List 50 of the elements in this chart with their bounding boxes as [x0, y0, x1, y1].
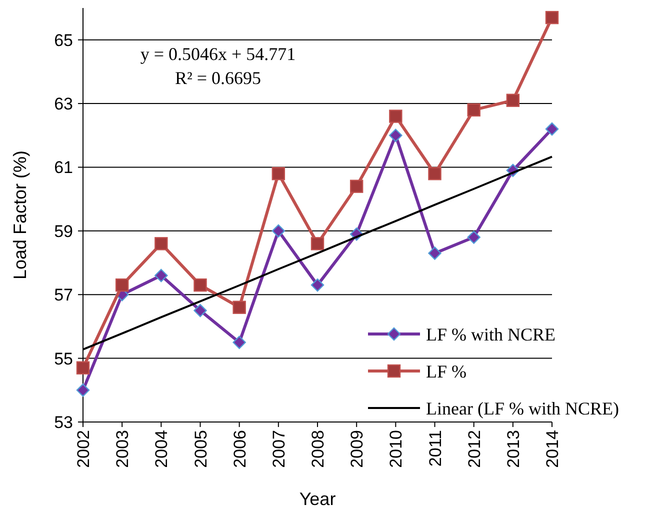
- point: [428, 167, 442, 180]
- point: [389, 128, 402, 142]
- x-tick-label: 2013: [504, 430, 523, 468]
- point: [467, 103, 480, 117]
- y-axis-title: Load Factor (%): [10, 150, 30, 280]
- annotation: y = 0.5046x + 54.771: [140, 44, 296, 64]
- x-tick-label: 2014: [543, 430, 562, 468]
- x-tick-label: 2008: [308, 430, 328, 468]
- legend-label: Linear (LF % with NCRE): [426, 398, 619, 418]
- x-tick-label: 2009: [348, 430, 367, 468]
- point: [76, 361, 90, 374]
- point: [232, 336, 246, 349]
- x-tick-label: 2004: [152, 430, 172, 468]
- point: [232, 300, 246, 314]
- point: [272, 224, 286, 238]
- y-tick-label: 55: [54, 349, 73, 368]
- x-tick-label: 2003: [113, 430, 132, 468]
- legend-label: LF %: [426, 361, 467, 382]
- x-axis-title: Year: [299, 489, 336, 509]
- y-tick-label: 61: [54, 158, 73, 178]
- legend-label: LF % with NCRE: [426, 324, 556, 344]
- x-tick-label: 2002: [74, 430, 93, 468]
- point: [428, 246, 442, 260]
- y-tick-label: 63: [54, 94, 73, 114]
- point: [154, 268, 168, 282]
- point: [194, 304, 207, 318]
- point: [154, 237, 168, 250]
- x-tick-label: 2011: [426, 430, 445, 467]
- point: [389, 110, 402, 123]
- point: [194, 278, 207, 292]
- y-tick-label: 53: [54, 412, 73, 432]
- point: [350, 180, 364, 193]
- point: [310, 237, 324, 250]
- y-tick-label: 65: [54, 30, 73, 50]
- point: [272, 167, 286, 180]
- point: [467, 230, 480, 244]
- point: [506, 94, 520, 107]
- point: [545, 10, 559, 24]
- x-tick-label: 2010: [386, 430, 406, 468]
- point: [76, 384, 90, 397]
- x-tick-label: 2005: [191, 430, 210, 468]
- point: [310, 278, 324, 292]
- point: [115, 278, 129, 292]
- x-tick-label: 2006: [230, 430, 250, 468]
- point: [545, 122, 559, 136]
- y-tick-label: 59: [54, 222, 73, 241]
- annotation: R² = 0.6695: [174, 68, 262, 88]
- x-tick-label: 2007: [269, 430, 288, 468]
- y-tick-label: 57: [54, 286, 73, 305]
- x-tick-label: 2012: [464, 430, 484, 468]
